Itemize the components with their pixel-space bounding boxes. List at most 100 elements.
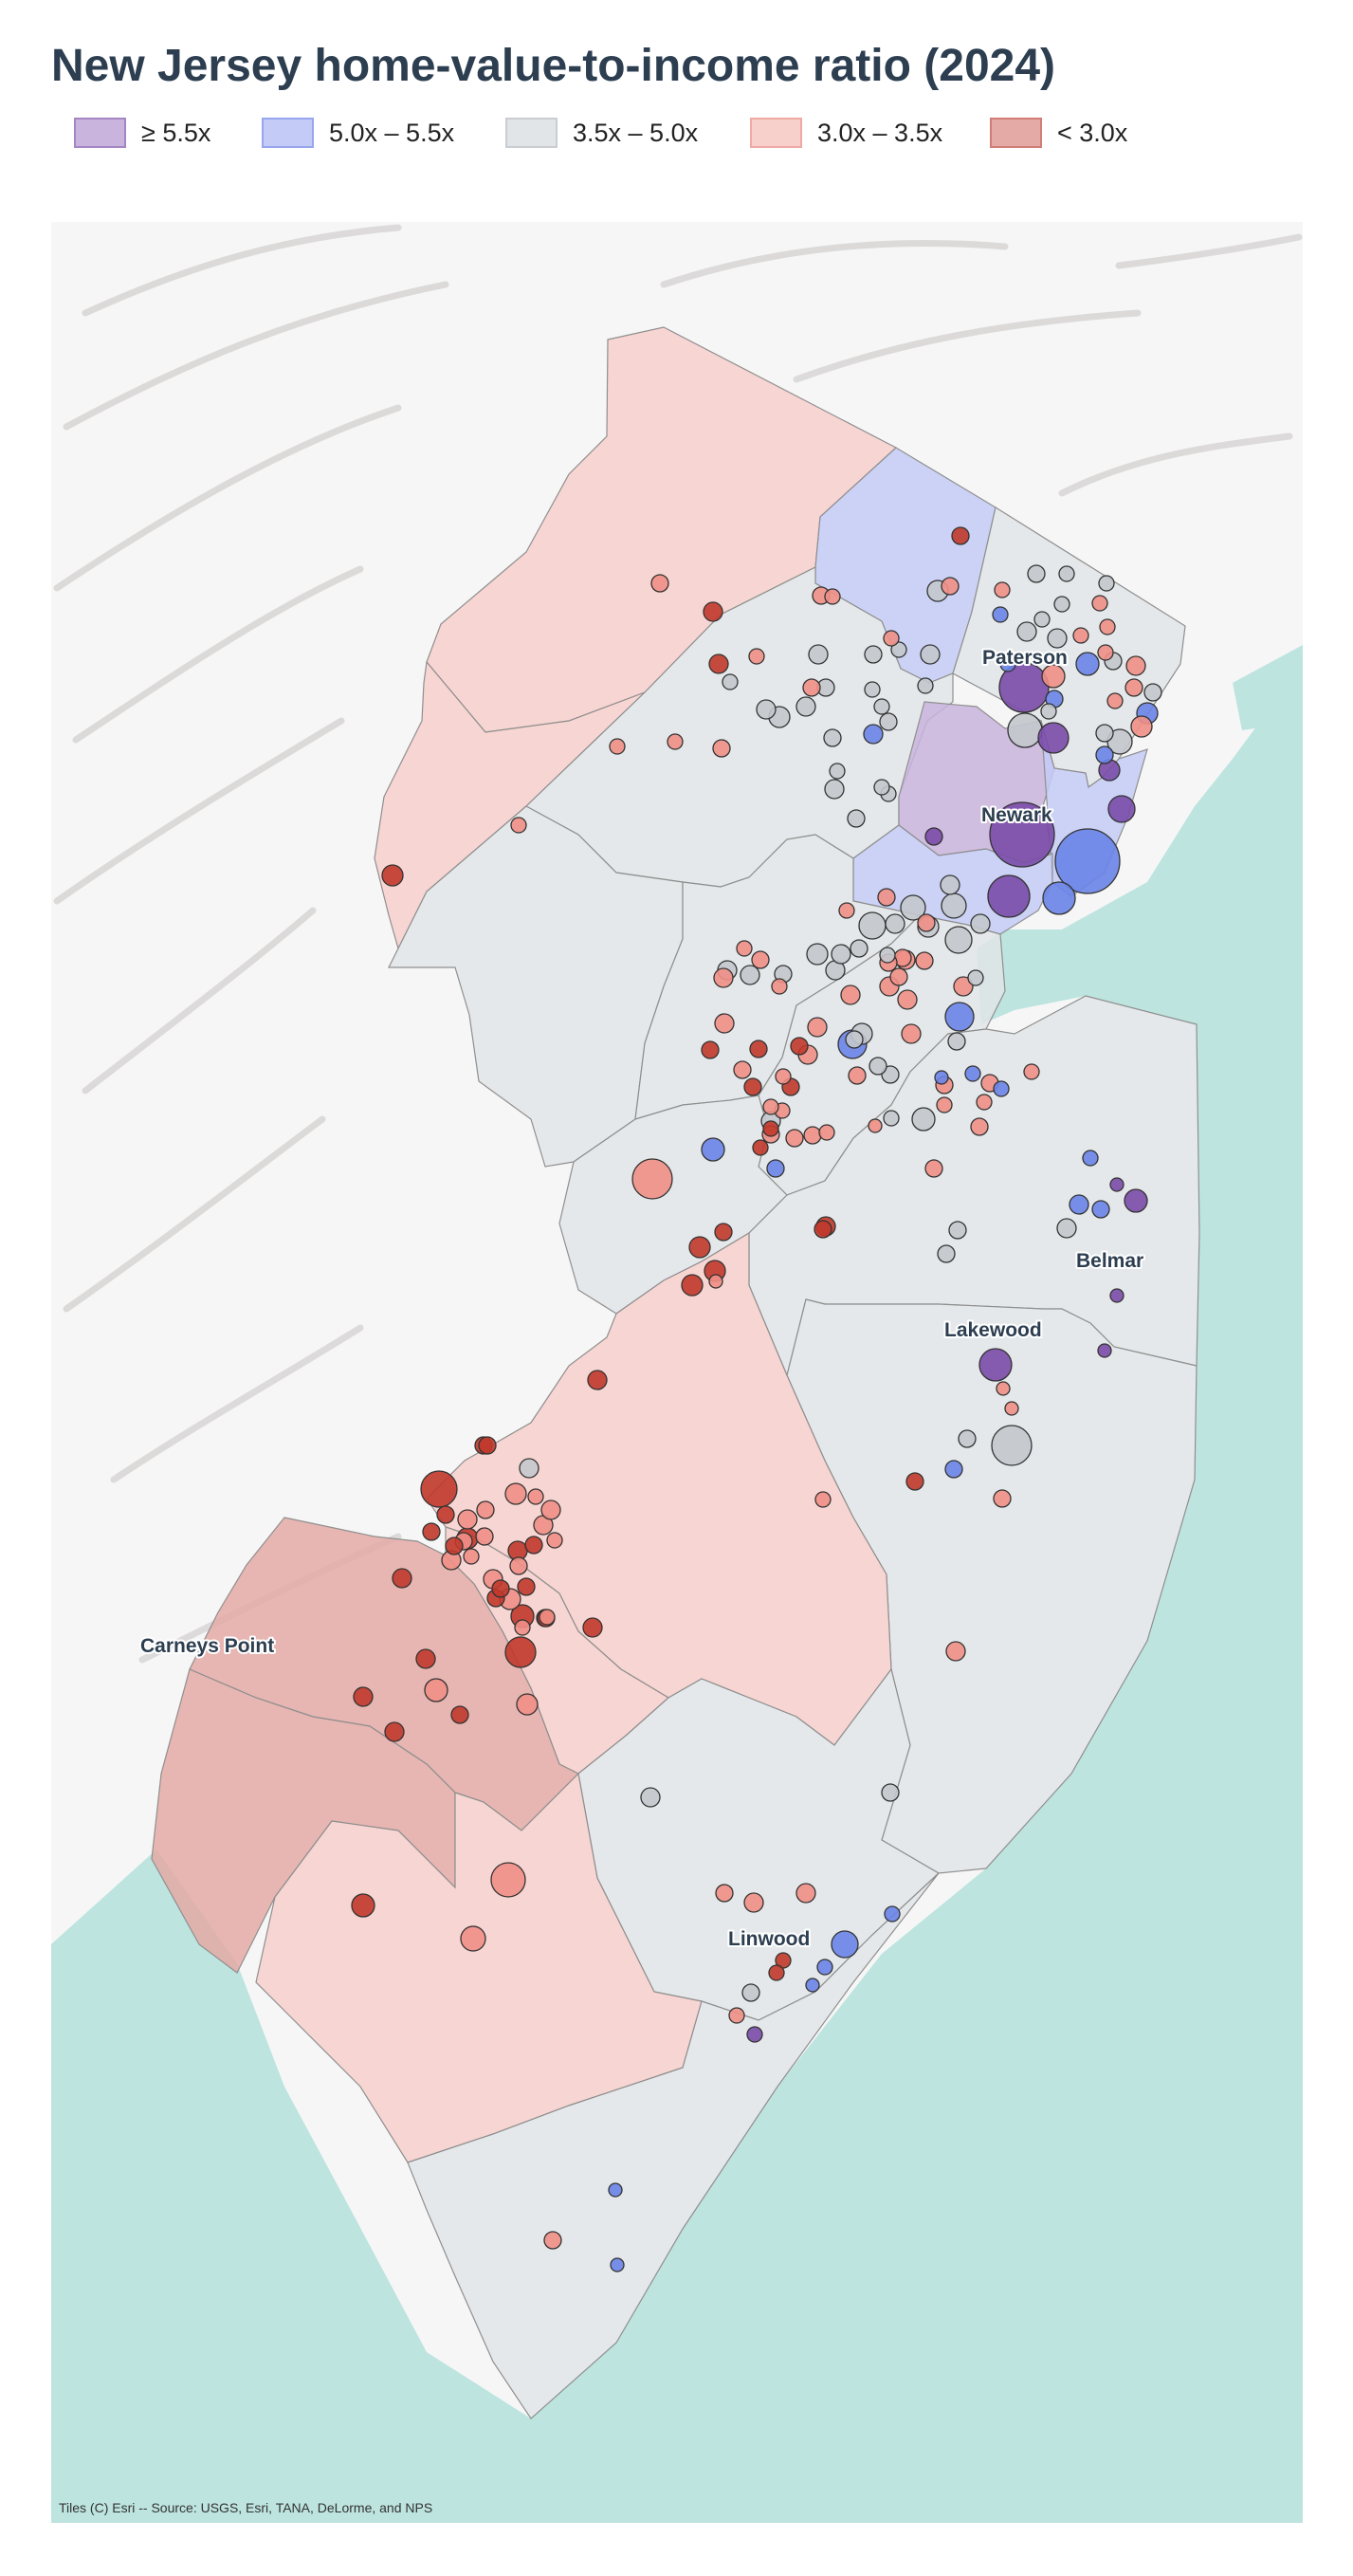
town-marker[interactable]	[1007, 712, 1043, 748]
town-marker[interactable]	[460, 1925, 486, 1952]
town-marker[interactable]	[490, 1862, 526, 1898]
town-marker[interactable]	[944, 1002, 975, 1032]
town-marker[interactable]	[1053, 596, 1070, 613]
town-marker[interactable]	[708, 1274, 723, 1289]
town-marker[interactable]	[905, 1472, 924, 1491]
town-marker[interactable]	[897, 989, 918, 1010]
town-marker[interactable]	[728, 2007, 745, 2024]
town-marker[interactable]	[743, 1892, 764, 1913]
town-marker[interactable]	[1023, 1063, 1040, 1080]
town-marker[interactable]	[752, 1139, 769, 1156]
map-canvas[interactable]: Paterson Newark Belmar Lakewood Carneys …	[51, 222, 1303, 2523]
town-marker[interactable]	[762, 1098, 779, 1115]
town-marker[interactable]	[476, 1500, 495, 1519]
town-marker[interactable]	[944, 1460, 963, 1479]
town-marker[interactable]	[1109, 1177, 1124, 1192]
town-marker[interactable]	[994, 581, 1011, 598]
town-marker[interactable]	[1054, 828, 1121, 894]
town-marker[interactable]	[384, 1721, 405, 1742]
town-marker[interactable]	[917, 913, 936, 932]
town-marker[interactable]	[504, 1482, 527, 1505]
town-marker[interactable]	[940, 874, 960, 895]
town-marker[interactable]	[978, 1348, 1013, 1382]
town-marker[interactable]	[863, 724, 884, 745]
town-marker[interactable]	[1058, 565, 1075, 582]
town-marker[interactable]	[1082, 1150, 1099, 1167]
town-marker[interactable]	[824, 779, 845, 800]
town-marker[interactable]	[514, 1619, 531, 1636]
town-marker[interactable]	[934, 1070, 949, 1085]
town-marker[interactable]	[873, 779, 890, 796]
town-marker[interactable]	[873, 698, 890, 715]
town-marker[interactable]	[947, 1032, 966, 1051]
town-marker[interactable]	[1107, 795, 1136, 823]
town-marker[interactable]	[1091, 595, 1108, 612]
town-marker[interactable]	[911, 1107, 936, 1132]
town-marker[interactable]	[504, 1636, 537, 1668]
town-marker[interactable]	[858, 911, 887, 940]
town-marker[interactable]	[771, 978, 788, 995]
town-marker[interactable]	[766, 1159, 785, 1178]
town-marker[interactable]	[539, 1609, 556, 1626]
town-marker[interactable]	[803, 1126, 822, 1145]
town-marker[interactable]	[864, 645, 883, 664]
town-marker[interactable]	[884, 1905, 901, 1923]
town-marker[interactable]	[667, 733, 684, 750]
town-marker[interactable]	[991, 1425, 1033, 1466]
town-marker[interactable]	[746, 2026, 763, 2043]
town-marker[interactable]	[756, 699, 777, 720]
town-marker[interactable]	[1033, 611, 1051, 628]
town-marker[interactable]	[989, 801, 1055, 868]
town-marker[interactable]	[848, 1066, 867, 1085]
town-marker[interactable]	[1098, 575, 1115, 592]
town-marker[interactable]	[1143, 683, 1162, 702]
town-marker[interactable]	[351, 1893, 375, 1918]
town-marker[interactable]	[901, 1023, 922, 1044]
town-marker[interactable]	[703, 601, 723, 622]
town-marker[interactable]	[1056, 1218, 1077, 1239]
town-marker[interactable]	[890, 641, 907, 658]
town-marker[interactable]	[762, 1120, 779, 1137]
town-marker[interactable]	[751, 950, 770, 969]
town-marker[interactable]	[958, 1429, 977, 1448]
town-marker[interactable]	[941, 577, 960, 596]
town-marker[interactable]	[1125, 655, 1146, 676]
town-marker[interactable]	[999, 655, 1016, 672]
town-marker[interactable]	[1091, 1200, 1110, 1219]
town-marker[interactable]	[422, 1522, 441, 1541]
town-marker[interactable]	[587, 1370, 608, 1390]
town-marker[interactable]	[424, 1678, 448, 1702]
town-marker[interactable]	[967, 969, 984, 986]
town-marker[interactable]	[743, 1077, 762, 1096]
town-marker[interactable]	[1047, 628, 1068, 649]
town-marker[interactable]	[976, 1094, 993, 1111]
town-marker[interactable]	[915, 951, 934, 970]
town-marker[interactable]	[998, 662, 1050, 713]
town-marker[interactable]	[749, 1040, 768, 1058]
town-marker[interactable]	[951, 526, 970, 545]
town-marker[interactable]	[733, 1060, 752, 1079]
town-marker[interactable]	[948, 1221, 967, 1240]
town-marker[interactable]	[415, 1648, 436, 1669]
town-marker[interactable]	[993, 1489, 1012, 1508]
town-marker[interactable]	[944, 926, 973, 954]
town-marker[interactable]	[941, 892, 967, 919]
town-marker[interactable]	[768, 1964, 785, 1981]
town-marker[interactable]	[1097, 1343, 1112, 1358]
town-marker[interactable]	[445, 1536, 464, 1555]
town-marker[interactable]	[640, 1787, 661, 1808]
town-marker[interactable]	[610, 2257, 625, 2272]
town-marker[interactable]	[714, 1223, 733, 1242]
town-marker[interactable]	[392, 1568, 412, 1589]
town-marker[interactable]	[806, 943, 829, 966]
town-marker[interactable]	[475, 1527, 494, 1546]
town-marker[interactable]	[900, 894, 926, 921]
town-marker[interactable]	[1130, 715, 1153, 738]
town-marker[interactable]	[868, 1057, 887, 1076]
town-marker[interactable]	[850, 939, 868, 958]
town-marker[interactable]	[519, 1458, 539, 1479]
map-area[interactable]: Paterson Newark Belmar Lakewood Carneys …	[51, 222, 1303, 2523]
town-marker[interactable]	[807, 1017, 828, 1038]
town-marker[interactable]	[877, 888, 896, 907]
town-marker[interactable]	[838, 902, 855, 919]
